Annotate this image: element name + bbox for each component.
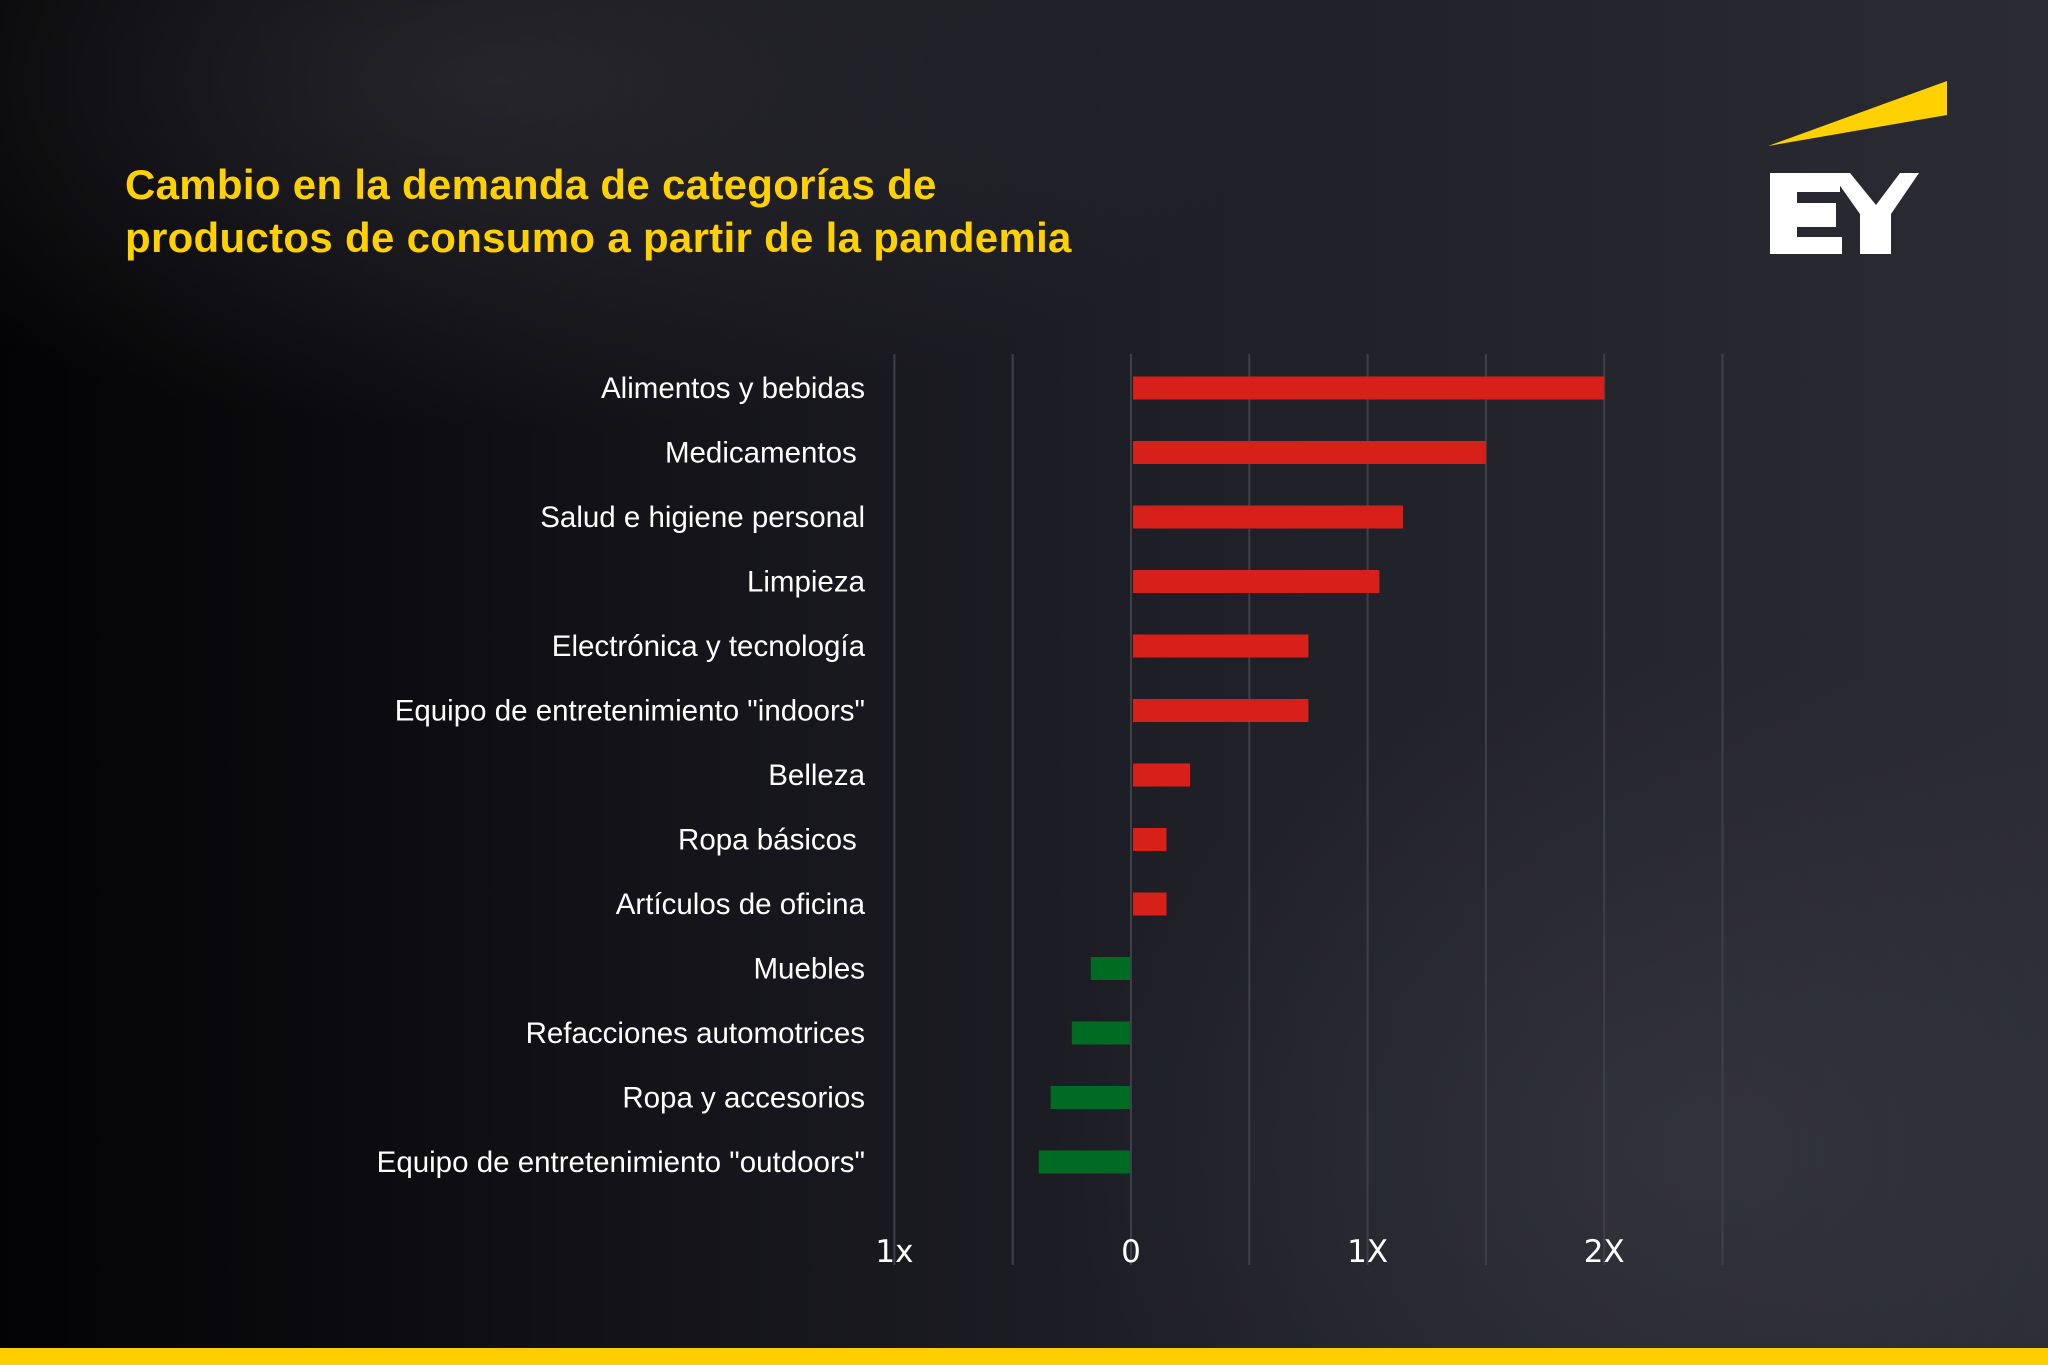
category-label: Muebles — [753, 953, 865, 986]
x-axis-ticks: 1x 0 1X 2X — [875, 1234, 1624, 1270]
bar-positive — [1133, 828, 1167, 851]
bar-negative — [1090, 957, 1130, 980]
bar-positive — [1133, 763, 1191, 787]
bar-negative — [1071, 1021, 1130, 1045]
category-label: Medicamentos — [665, 437, 865, 470]
chart-title-line-2: productos de consumo a partir de la pand… — [125, 214, 1072, 261]
category-label: Equipo de entretenimiento "outdoors" — [377, 1146, 865, 1179]
category-label: Limpieza — [747, 566, 866, 599]
category-labels: Alimentos y bebidas Medicamentos Salud e … — [377, 372, 866, 1179]
category-label: Artículos de oficina — [616, 888, 866, 921]
category-label: Electrónica y tecnología — [552, 630, 866, 663]
category-label: Alimentos y bebidas — [601, 372, 865, 405]
x-tick-label: 1x — [875, 1234, 913, 1270]
x-tick-label: 2X — [1584, 1234, 1625, 1270]
ey-beam-logo-icon — [1768, 81, 1947, 146]
bar-positive — [1133, 699, 1309, 722]
category-label: Refacciones automotrices — [526, 1017, 865, 1050]
bar-positive — [1133, 892, 1167, 916]
bar-positive — [1133, 634, 1309, 658]
bar-negative — [1050, 1086, 1130, 1109]
bar-negative — [1038, 1150, 1130, 1174]
category-label: Equipo de entretenimiento "indoors" — [395, 695, 865, 728]
bar-positive — [1133, 441, 1486, 464]
x-tick-label: 1X — [1347, 1234, 1388, 1270]
bars — [1038, 376, 1605, 1174]
category-label: Ropa básicos — [678, 824, 865, 857]
bar-positive — [1133, 376, 1605, 400]
ey-logo: EY — [1768, 81, 1947, 254]
bar-positive — [1133, 570, 1380, 593]
ey-letters-icon — [1770, 173, 1919, 254]
chart-title-line-1: Cambio en la demanda de categorías de — [125, 161, 937, 208]
bar-positive — [1133, 505, 1404, 529]
gridlines — [893, 354, 1724, 1265]
category-label: Salud e higiene personal — [540, 501, 865, 534]
chart-title: Cambio en la demanda de categorías de pr… — [125, 158, 1072, 264]
x-tick-label: 0 — [1121, 1234, 1141, 1270]
category-label: Ropa y accesorios — [622, 1082, 865, 1115]
footer-accent-bar — [0, 1348, 2048, 1365]
category-label: Belleza — [768, 759, 865, 792]
